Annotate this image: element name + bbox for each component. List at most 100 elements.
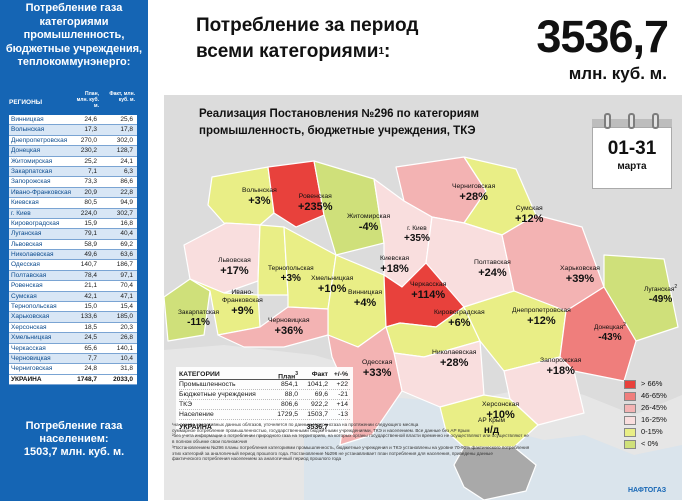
- region-label-volyn: Волынская +3%: [242, 187, 277, 207]
- region-label-crimea: АР Крым н/д: [478, 417, 505, 437]
- plan-header-text: План: [278, 373, 296, 381]
- region-name: Донецкая: [11, 147, 41, 155]
- plan-value: 42,1: [84, 292, 97, 300]
- legend-item: 46-65%: [624, 390, 680, 402]
- regions-table-total-row: УКРАИНА 1748,7 2033,0: [9, 374, 137, 386]
- region-change: +39%: [565, 273, 595, 285]
- category-plan: 854,1: [280, 381, 298, 388]
- plan-value: 24,5: [84, 334, 97, 342]
- region-label-donetsk: Донецкая2 -43%: [594, 321, 626, 344]
- region-label-sumy: Сумская +12%: [515, 205, 543, 225]
- category-fact: 69,6: [314, 391, 328, 398]
- region-name-text: Черновицкая: [268, 317, 310, 324]
- regions-table: РЕГИОНЫ План, млн. куб. м. Факт, млн. ку…: [9, 88, 137, 386]
- fact-value: 140,1: [116, 344, 133, 352]
- table-row: Житомирская 25,2 24,1: [9, 156, 137, 167]
- region-column-header: РЕГИОНЫ: [9, 99, 43, 106]
- region-rivne[interactable]: [267, 160, 325, 228]
- region-name: г. Киев: [11, 209, 31, 217]
- region-crimea[interactable]: [453, 446, 537, 500]
- region-name: Луганская: [11, 230, 42, 238]
- region-change: +12%: [515, 213, 544, 225]
- fact-value: 128,7: [116, 147, 133, 155]
- table-row: Черкасская 65,6 140,1: [9, 343, 137, 354]
- footnote-line: этих категорий за аналогичный период про…: [172, 450, 493, 456]
- table-row: Винницкая 24,6 25,6: [9, 115, 137, 126]
- region-name: Черновицкая: [11, 354, 51, 362]
- page-title-line1: Потребление за период: [196, 15, 419, 36]
- plan-value: 15,9: [84, 219, 97, 227]
- fact-value: 31,8: [120, 365, 133, 373]
- region-name-text: Одесская: [362, 359, 393, 366]
- region-change: -43%: [598, 332, 622, 344]
- region-label-kherson: Херсонская +10%: [482, 401, 519, 421]
- population-line: населением:: [39, 433, 109, 445]
- category-plan: 88,0: [284, 391, 298, 398]
- table-row: Закарпатская 7,1 6,3: [9, 166, 137, 178]
- region-zakarpattia[interactable]: [164, 278, 211, 342]
- region-label-kyiv_obl: Киевская +18%: [380, 255, 409, 275]
- region-name: Сумская: [515, 205, 543, 213]
- region-name: Полтавская: [11, 271, 47, 279]
- plan-value: 20,9: [84, 188, 97, 196]
- plan-value: 18,5: [84, 323, 97, 331]
- legend-swatch: [624, 416, 636, 425]
- legend-swatch: [624, 380, 636, 389]
- plan-value: 73,3: [84, 178, 97, 186]
- region-name: Луганская2: [644, 283, 677, 294]
- sidebar-title-line: категориями: [39, 15, 109, 28]
- region-kherson[interactable]: [439, 394, 539, 448]
- region-change: -11%: [187, 317, 210, 328]
- legend-label: < 0%: [641, 439, 659, 448]
- region-name: Одесская: [11, 261, 40, 269]
- region-name-text: Волынская: [242, 187, 277, 194]
- region-name-text: Донецкая: [594, 324, 624, 332]
- legend-item: > 66%: [624, 378, 680, 390]
- fact-value: 26,8: [120, 334, 133, 342]
- region-name: Одесская: [362, 359, 392, 367]
- region-name: Херсонская: [11, 323, 47, 331]
- region-label-cherkasy: Черкасская +114%: [410, 281, 446, 301]
- plan-value: 270,0: [80, 136, 97, 144]
- region-luhansk[interactable]: [603, 254, 679, 342]
- region-label-zakarpattia: Закарпатская -11%: [178, 309, 219, 329]
- region-zhytomyr[interactable]: [313, 160, 385, 256]
- region-label-ternopil: Тернопольская +3%: [268, 265, 314, 285]
- fact-value: 185,0: [116, 313, 133, 321]
- table-row: Волынская 17,3 17,8: [9, 125, 137, 136]
- footnote-line: в полном объеме свои полномочия: [172, 439, 248, 445]
- region-name: Франковская: [222, 297, 263, 304]
- region-label-vinnytsia: Винницкая +4%: [348, 289, 382, 309]
- region-name-text: Николаевская: [432, 349, 477, 356]
- region-change: +6%: [448, 317, 471, 329]
- fact-value: 16,8: [120, 219, 133, 227]
- region-name: Волынская: [11, 126, 45, 134]
- region-change: н/д: [483, 425, 500, 436]
- map-subtitle-line2: промышленность, бюджетные учреждения, ТК…: [199, 125, 476, 137]
- fact-value: 6,3: [123, 167, 133, 175]
- plan-value: 49,6: [84, 251, 97, 259]
- fact-value: 63,6: [120, 251, 133, 259]
- region-change: +3%: [248, 195, 271, 207]
- region-name: Николаевская: [11, 251, 54, 259]
- region-name-text: Херсонская: [482, 401, 520, 408]
- region-name: Черниговская: [11, 365, 53, 373]
- regions-table-header: РЕГИОНЫ План, млн. куб. м. Факт, млн. ку…: [9, 88, 137, 115]
- region-name: Киевская: [380, 255, 409, 263]
- page-title-line2: всеми категориями1:: [196, 39, 456, 65]
- region-ternopil[interactable]: [257, 224, 289, 296]
- plan-column-header: План3: [278, 371, 298, 380]
- sidebar-title: Потребление газа категориями промышленно…: [0, 2, 148, 70]
- region-change: +10%: [317, 283, 347, 295]
- region-change: +33%: [362, 367, 392, 379]
- table-row: Полтавская 78,4 97,1: [9, 270, 137, 282]
- region-label-mykolaiv: Николаевская +28%: [432, 349, 476, 369]
- plan-value: 80,5: [84, 199, 97, 207]
- region-name: Днепропетровская: [512, 307, 571, 315]
- region-label-kharkiv: Харьковская +39%: [560, 265, 600, 285]
- region-name-text: Винницкая: [348, 289, 383, 296]
- region-chernivtsi[interactable]: [217, 306, 329, 348]
- region-name: Закарпатская: [11, 167, 53, 175]
- category-column-header: КАТЕГОРИИ: [179, 371, 220, 378]
- footnote-line: ²без учета информации о потреблении прир…: [172, 433, 529, 439]
